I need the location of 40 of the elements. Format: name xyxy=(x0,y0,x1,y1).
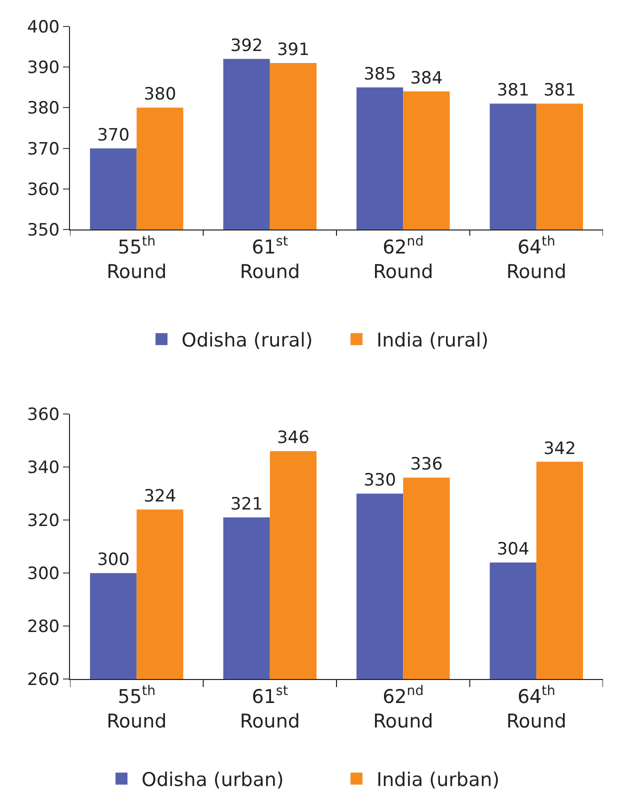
y-tick-label: 300 xyxy=(27,564,60,584)
x-tick-label: 55$^{th}$ Round xyxy=(106,684,167,733)
x-tick-label: 64$^{th}$ Round xyxy=(506,684,566,733)
x-tick-label: 61$^{st}$ Round xyxy=(240,234,300,284)
y-tick-label: 360 xyxy=(27,180,60,200)
y-tick-label: 340 xyxy=(27,458,60,478)
data-label: 381 xyxy=(496,80,530,101)
data-label: 384 xyxy=(410,68,443,88)
data-label: 321 xyxy=(230,494,263,514)
y-tick-label: 320 xyxy=(27,511,60,532)
legend-label: Odisha (urban) xyxy=(142,769,284,792)
legend-label: India (urban) xyxy=(376,769,500,792)
data-label: 300 xyxy=(97,550,130,570)
x-tick-label: 64$^{th}$ Round xyxy=(506,234,566,284)
x-tick-label: 55$^{th}$ Round xyxy=(106,234,167,284)
data-label: 346 xyxy=(276,428,310,448)
data-label: 342 xyxy=(543,438,576,459)
y-tick-label: 280 xyxy=(27,617,60,638)
y-tick-label: 260 xyxy=(27,670,60,690)
data-label: 304 xyxy=(496,539,530,560)
legend-label: India (rural) xyxy=(376,330,489,352)
y-tick-label: 350 xyxy=(27,220,60,241)
y-tick-label: 400 xyxy=(27,17,60,38)
legend-label: Odisha (rural) xyxy=(182,330,313,352)
y-tick-label: 390 xyxy=(27,58,60,78)
y-tick-label: 360 xyxy=(27,405,60,426)
x-tick-label: 61$^{st}$ Round xyxy=(240,684,300,733)
data-label: 392 xyxy=(230,36,263,56)
data-label: 324 xyxy=(144,486,176,506)
x-tick-label: 62$^{nd}$ Round xyxy=(373,234,434,284)
y-tick-label: 370 xyxy=(27,139,60,160)
data-label: 385 xyxy=(364,64,396,84)
data-label: 391 xyxy=(276,40,310,60)
data-label: 336 xyxy=(410,454,443,475)
data-label: 370 xyxy=(97,125,130,146)
x-tick-label: 62$^{nd}$ Round xyxy=(373,684,434,733)
data-label: 330 xyxy=(364,470,396,491)
data-label: 381 xyxy=(543,80,576,101)
data-label: 380 xyxy=(144,84,176,105)
y-tick-label: 380 xyxy=(27,98,60,119)
